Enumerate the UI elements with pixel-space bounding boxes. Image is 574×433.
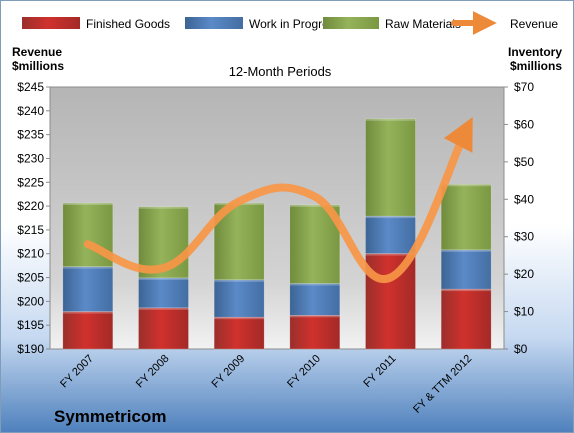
left-axis-tick-label: $235 <box>17 128 44 142</box>
right-axis-tick-label: $70 <box>514 80 534 94</box>
left-axis-tick-label: $195 <box>17 318 44 332</box>
bar-work-in-progress <box>138 277 189 309</box>
bar-raw-materials-cap <box>138 206 189 209</box>
revenue-line <box>83 117 473 283</box>
bar-raw-materials <box>440 184 492 251</box>
bar-finished-goods <box>289 315 341 350</box>
left-axis-tick-label: $205 <box>17 271 44 285</box>
bar-raw-materials-cap <box>62 203 113 206</box>
left-axis: $190 $195 $200 $205 $210 $215 $220 $225 $230 $235… <box>17 80 50 356</box>
bar-finished-goods <box>62 311 114 350</box>
left-axis-tick-label: $225 <box>17 175 44 189</box>
category-label: FY & TTM 2012 <box>411 353 474 416</box>
left-axis-title-line1: Revenue <box>12 45 62 59</box>
bar-work-in-progress <box>289 283 341 316</box>
legend-swatch-raw-materials <box>323 17 379 29</box>
bar-raw-materials <box>365 118 416 217</box>
right-axis-tick-label: $0 <box>514 342 528 356</box>
legend-label-finished-goods: Finished Goods <box>86 17 170 31</box>
bar-work-in-progress <box>62 266 114 312</box>
right-axis-tick-label: $20 <box>514 267 534 281</box>
bar-work-in-progress-cap <box>289 283 340 286</box>
right-axis-tick-label: $50 <box>514 155 534 169</box>
category-label: FY 2007 <box>58 353 96 391</box>
left-axis-tick-label: $240 <box>17 104 44 118</box>
bar-finished-goods <box>365 253 416 350</box>
bar-finished-goods-cap <box>289 315 340 318</box>
bar-finished-goods <box>138 307 189 350</box>
company-name: Symmetricom <box>54 407 166 426</box>
bar-finished-goods-cap <box>214 317 265 320</box>
bar-work-in-progress <box>213 279 265 318</box>
category-label: FY 2008 <box>134 353 172 391</box>
bar-raw-materials-cap <box>441 184 492 187</box>
left-axis-tick-label: $215 <box>17 223 44 237</box>
legend-label-raw-materials: Raw Materials <box>385 17 461 31</box>
right-axis: $0 $10 $20 $30 $40 $50 $60 $70 <box>504 80 534 356</box>
legend-label-revenue: Revenue <box>510 17 558 31</box>
left-axis-title-line2: $millions <box>12 59 64 73</box>
category-label: FY 2009 <box>210 353 248 391</box>
revenue-line-path <box>83 117 473 283</box>
legend-swatch-finished-goods <box>22 17 80 29</box>
bar-work-in-progress-cap <box>365 216 416 219</box>
bar-work-in-progress <box>365 215 416 254</box>
legend-swatch-work-in-progress <box>185 17 243 29</box>
left-axis-tick-label: $210 <box>17 247 44 261</box>
legend-label-work-in-progress: Work in Progress <box>249 17 341 31</box>
category-label: FY 2011 <box>361 353 398 390</box>
right-axis-tick-label: $60 <box>514 117 534 131</box>
bar-work-in-progress-cap <box>214 279 265 282</box>
legend: Finished Goods Work in Progress Raw Mate… <box>22 11 558 35</box>
left-axis-tick-label: $245 <box>17 80 44 94</box>
plot-area <box>49 86 505 350</box>
right-axis-tick-label: $40 <box>514 192 534 206</box>
left-axis-tick-label: $200 <box>17 294 44 308</box>
bar-finished-goods-cap <box>62 311 113 314</box>
bar-work-in-progress-cap <box>138 277 189 280</box>
left-axis-tick-label: $230 <box>17 151 44 165</box>
bar-finished-goods-cap <box>441 289 492 292</box>
category-label: FY 2010 <box>285 353 323 391</box>
bar-finished-goods-cap <box>365 253 416 256</box>
right-axis-title-line1: Inventory <box>508 45 562 59</box>
bar-raw-materials-cap <box>289 204 340 207</box>
right-axis-tick-label: $10 <box>514 305 534 319</box>
left-axis-tick-label: $220 <box>17 199 44 213</box>
right-axis-title-line2: $millions <box>510 59 562 73</box>
bar-work-in-progress <box>440 249 492 290</box>
bar-raw-materials-cap <box>365 118 416 121</box>
bar-work-in-progress-cap <box>62 266 113 269</box>
bar-finished-goods <box>440 288 492 350</box>
bar-finished-goods <box>213 316 265 350</box>
bar-work-in-progress-cap <box>441 249 492 252</box>
chart-title: 12-Month Periods <box>229 64 332 79</box>
left-axis-tick-label: $190 <box>17 342 44 356</box>
right-axis-tick-label: $30 <box>514 230 534 244</box>
bar-finished-goods-cap <box>138 307 189 310</box>
bars <box>62 118 492 350</box>
